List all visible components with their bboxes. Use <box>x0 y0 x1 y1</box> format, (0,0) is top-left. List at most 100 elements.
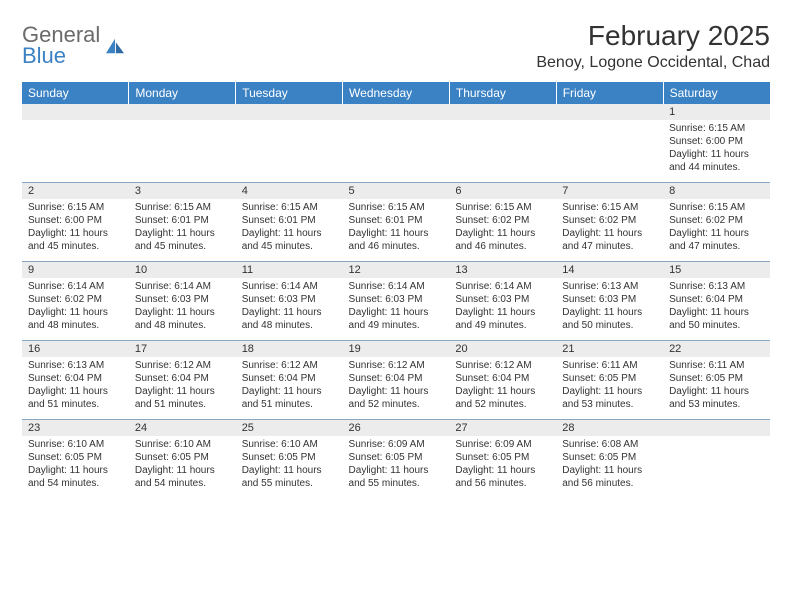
daylight-text: and 55 minutes. <box>242 477 337 490</box>
day-number-cell: 3 <box>129 183 236 199</box>
weekday-heading: Wednesday <box>343 82 450 104</box>
daynum-row: 232425262728 <box>22 420 770 436</box>
brand-logo: General Blue <box>22 20 126 67</box>
sunset-text: Sunset: 6:05 PM <box>455 451 550 464</box>
sunrise-text: Sunrise: 6:12 AM <box>349 359 444 372</box>
day-detail-cell <box>22 120 129 183</box>
day-detail-cell: Sunrise: 6:14 AMSunset: 6:03 PMDaylight:… <box>343 278 450 341</box>
day-number-cell: 13 <box>449 262 556 278</box>
sunset-text: Sunset: 6:03 PM <box>455 293 550 306</box>
daylight-text: Daylight: 11 hours <box>242 385 337 398</box>
location-label: Benoy, Logone Occidental, Chad <box>536 54 770 72</box>
day-detail-cell: Sunrise: 6:13 AMSunset: 6:04 PMDaylight:… <box>663 278 770 341</box>
day-number-cell: 24 <box>129 420 236 436</box>
day-detail-cell <box>663 436 770 498</box>
day-number-cell: 19 <box>343 341 450 357</box>
sunrise-text: Sunrise: 6:12 AM <box>135 359 230 372</box>
daylight-text: Daylight: 11 hours <box>349 385 444 398</box>
daylight-text: and 45 minutes. <box>28 240 123 253</box>
daylight-text: and 52 minutes. <box>455 398 550 411</box>
day-detail-cell: Sunrise: 6:15 AMSunset: 6:02 PMDaylight:… <box>556 199 663 262</box>
daylight-text: Daylight: 11 hours <box>562 464 657 477</box>
weekday-header: Sunday Monday Tuesday Wednesday Thursday… <box>22 82 770 104</box>
daylight-text: and 46 minutes. <box>349 240 444 253</box>
day-number-cell <box>22 104 129 120</box>
daylight-text: Daylight: 11 hours <box>135 385 230 398</box>
calendar-body: 1Sunrise: 6:15 AMSunset: 6:00 PMDaylight… <box>22 104 770 498</box>
weekday-heading: Thursday <box>449 82 556 104</box>
sunset-text: Sunset: 6:02 PM <box>562 214 657 227</box>
sunset-text: Sunset: 6:04 PM <box>28 372 123 385</box>
day-detail-cell: Sunrise: 6:12 AMSunset: 6:04 PMDaylight:… <box>343 357 450 420</box>
brand-text: General Blue <box>22 24 100 67</box>
day-number-cell: 6 <box>449 183 556 199</box>
sunrise-text: Sunrise: 6:10 AM <box>28 438 123 451</box>
daylight-text: and 55 minutes. <box>349 477 444 490</box>
sunrise-text: Sunrise: 6:10 AM <box>135 438 230 451</box>
daylight-text: Daylight: 11 hours <box>28 306 123 319</box>
day-detail-row: Sunrise: 6:14 AMSunset: 6:02 PMDaylight:… <box>22 278 770 341</box>
day-number-cell: 16 <box>22 341 129 357</box>
day-number-cell: 5 <box>343 183 450 199</box>
sunrise-text: Sunrise: 6:15 AM <box>455 201 550 214</box>
day-number-cell: 27 <box>449 420 556 436</box>
daylight-text: Daylight: 11 hours <box>669 306 764 319</box>
sunrise-text: Sunrise: 6:08 AM <box>562 438 657 451</box>
sunset-text: Sunset: 6:04 PM <box>135 372 230 385</box>
sunrise-text: Sunrise: 6:14 AM <box>455 280 550 293</box>
daylight-text: and 50 minutes. <box>669 319 764 332</box>
title-block: February 2025 Benoy, Logone Occidental, … <box>536 20 770 72</box>
sunset-text: Sunset: 6:05 PM <box>562 451 657 464</box>
day-detail-cell: Sunrise: 6:09 AMSunset: 6:05 PMDaylight:… <box>343 436 450 498</box>
daynum-row: 16171819202122 <box>22 341 770 357</box>
day-number-cell: 12 <box>343 262 450 278</box>
sunrise-text: Sunrise: 6:15 AM <box>242 201 337 214</box>
day-detail-row: Sunrise: 6:15 AMSunset: 6:00 PMDaylight:… <box>22 120 770 183</box>
day-number-cell: 11 <box>236 262 343 278</box>
calendar-table: Sunday Monday Tuesday Wednesday Thursday… <box>22 82 770 498</box>
day-number-cell: 8 <box>663 183 770 199</box>
daylight-text: Daylight: 11 hours <box>455 385 550 398</box>
day-detail-cell: Sunrise: 6:12 AMSunset: 6:04 PMDaylight:… <box>236 357 343 420</box>
day-detail-cell: Sunrise: 6:13 AMSunset: 6:03 PMDaylight:… <box>556 278 663 341</box>
day-detail-cell: Sunrise: 6:14 AMSunset: 6:03 PMDaylight:… <box>236 278 343 341</box>
day-detail-cell: Sunrise: 6:14 AMSunset: 6:03 PMDaylight:… <box>129 278 236 341</box>
weekday-heading: Saturday <box>663 82 770 104</box>
daylight-text: and 49 minutes. <box>455 319 550 332</box>
day-number-cell: 21 <box>556 341 663 357</box>
daylight-text: Daylight: 11 hours <box>349 464 444 477</box>
sunrise-text: Sunrise: 6:13 AM <box>28 359 123 372</box>
daylight-text: and 47 minutes. <box>562 240 657 253</box>
sunrise-text: Sunrise: 6:14 AM <box>28 280 123 293</box>
daylight-text: and 53 minutes. <box>562 398 657 411</box>
daylight-text: Daylight: 11 hours <box>455 306 550 319</box>
page-header: General Blue February 2025 Benoy, Logone… <box>22 20 770 72</box>
month-title: February 2025 <box>536 20 770 52</box>
day-number-cell: 9 <box>22 262 129 278</box>
sunset-text: Sunset: 6:04 PM <box>455 372 550 385</box>
weekday-heading: Sunday <box>22 82 129 104</box>
sunset-text: Sunset: 6:05 PM <box>669 372 764 385</box>
daylight-text: Daylight: 11 hours <box>135 464 230 477</box>
day-number-cell <box>449 104 556 120</box>
sunrise-text: Sunrise: 6:13 AM <box>562 280 657 293</box>
daylight-text: Daylight: 11 hours <box>669 227 764 240</box>
day-detail-cell: Sunrise: 6:09 AMSunset: 6:05 PMDaylight:… <box>449 436 556 498</box>
sunset-text: Sunset: 6:02 PM <box>455 214 550 227</box>
sunset-text: Sunset: 6:05 PM <box>28 451 123 464</box>
sunrise-text: Sunrise: 6:14 AM <box>135 280 230 293</box>
daylight-text: Daylight: 11 hours <box>135 227 230 240</box>
sunrise-text: Sunrise: 6:15 AM <box>669 122 764 135</box>
sunset-text: Sunset: 6:04 PM <box>242 372 337 385</box>
day-number-cell <box>556 104 663 120</box>
day-detail-cell: Sunrise: 6:10 AMSunset: 6:05 PMDaylight:… <box>236 436 343 498</box>
daylight-text: Daylight: 11 hours <box>349 227 444 240</box>
day-detail-row: Sunrise: 6:10 AMSunset: 6:05 PMDaylight:… <box>22 436 770 498</box>
sunrise-text: Sunrise: 6:15 AM <box>135 201 230 214</box>
daynum-row: 9101112131415 <box>22 262 770 278</box>
daylight-text: and 45 minutes. <box>242 240 337 253</box>
daynum-row: 2345678 <box>22 183 770 199</box>
day-detail-cell: Sunrise: 6:10 AMSunset: 6:05 PMDaylight:… <box>129 436 236 498</box>
day-number-cell: 28 <box>556 420 663 436</box>
daylight-text: and 47 minutes. <box>669 240 764 253</box>
